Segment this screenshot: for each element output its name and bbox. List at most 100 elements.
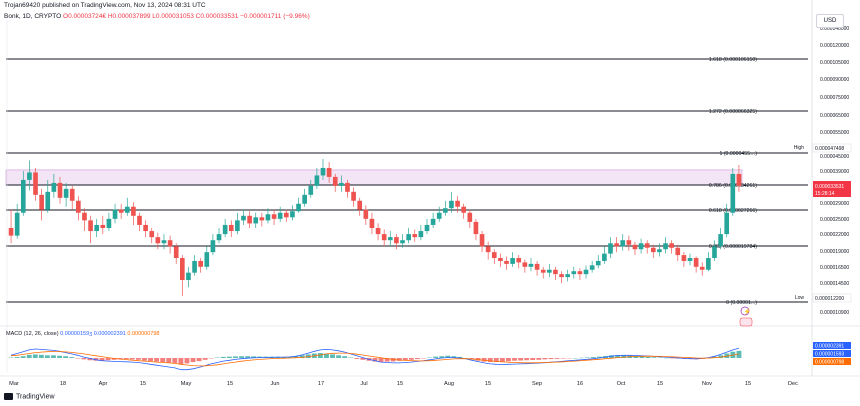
x-tick-label: 15: [140, 381, 146, 387]
x-tick-label: 16: [577, 381, 583, 387]
candle: [712, 246, 717, 259]
ohlc-values: O0.00003724€ H0.000037899 L0.000031053 C…: [63, 13, 310, 20]
candle: [400, 240, 405, 244]
currency-button[interactable]: USD: [816, 14, 844, 28]
macd-histogram-bar: [299, 355, 305, 358]
macd-histogram-bar: [336, 355, 342, 358]
macd-histogram-bar: [63, 356, 69, 358]
macd-histogram-bar: [245, 356, 251, 358]
macd-legend-signal: 0.000000798: [127, 331, 160, 337]
candle: [638, 243, 644, 250]
candle: [51, 182, 57, 192]
macd-histogram-bar: [718, 355, 724, 358]
candle: [320, 167, 326, 176]
candle: [650, 247, 656, 253]
candle: [27, 172, 32, 180]
candle: [192, 260, 197, 273]
candle: [265, 214, 271, 221]
x-tick-label: Mar: [9, 381, 19, 387]
candle: [473, 221, 479, 235]
candle: [326, 167, 332, 177]
macd-histogram-bar: [45, 355, 50, 358]
candle: [339, 182, 344, 186]
macd-histogram-bar: [354, 358, 360, 359]
candle: [663, 243, 668, 250]
macd-histogram-bar: [51, 355, 56, 358]
candle: [137, 215, 142, 225]
candle: [20, 179, 26, 213]
macd-histogram-bar: [142, 358, 147, 361]
candle: [332, 176, 338, 186]
publisher-line: Trojan69420 published on TradingView.com…: [4, 2, 206, 9]
candle: [149, 231, 155, 238]
macd-histogram-bar: [548, 358, 554, 360]
macd-histogram-bar: [542, 358, 548, 360]
macd-histogram-bar: [439, 356, 445, 358]
x-tick-label: Nov: [702, 381, 712, 387]
macd-histogram-bar: [554, 358, 560, 359]
candle: [657, 249, 662, 253]
y-tick-label: 0.000019000: [820, 249, 849, 255]
macd-histogram-bar: [26, 354, 32, 358]
y-tick-label: 0.000016500: [820, 265, 849, 271]
candle: [45, 191, 51, 210]
macd-histogram-bar: [160, 358, 166, 363]
symbol-line: Bonk, 1D, CRYPTO O0.00003724€ H0.0000378…: [4, 13, 310, 20]
candle: [467, 212, 473, 222]
low-label: Low: [795, 295, 805, 301]
candle: [277, 212, 283, 219]
macd-histogram-bar: [148, 358, 153, 362]
macd-histogram-bar: [396, 358, 402, 361]
fib-label: 1.618 (0.00010615​0): [709, 57, 757, 63]
y-tick-label: 0.000120000: [820, 43, 849, 49]
candle: [595, 260, 601, 266]
candle: [491, 252, 497, 259]
candle: [430, 218, 436, 225]
macd-histogram-bar: [433, 356, 439, 358]
candle: [100, 224, 106, 228]
candle: [510, 258, 515, 264]
tradingview-footer[interactable]: TradingView: [4, 393, 55, 400]
candle: [302, 194, 307, 204]
macd-line: [10, 347, 740, 371]
candle: [290, 211, 295, 218]
y-tick-label: 0.000025000: [820, 217, 849, 223]
macd-histogram-bar: [451, 356, 457, 358]
symbol-label: Bonk, 1D, CRYPTO: [4, 13, 62, 20]
candle: [222, 224, 228, 235]
candle: [106, 218, 112, 228]
macd-badge: [813, 342, 851, 349]
candle: [436, 212, 442, 219]
candle: [485, 246, 491, 253]
candle: [455, 200, 460, 207]
macd-histogram-bar: [14, 357, 20, 358]
macd-histogram-bar: [287, 356, 293, 358]
macd-histogram-bar: [123, 358, 129, 360]
candle: [381, 234, 387, 241]
candle: [259, 217, 265, 221]
candle: [14, 212, 20, 236]
candle: [69, 188, 75, 201]
candle: [369, 218, 375, 228]
x-tick-label: 17: [318, 381, 324, 387]
macd-histogram-bar: [20, 356, 26, 358]
candle: [351, 191, 356, 201]
candle: [504, 260, 509, 264]
macd-histogram-bar: [384, 358, 390, 362]
candle: [626, 240, 632, 245]
macd-badge-value: 0.000000798: [815, 360, 844, 366]
high-value: 0.000047498: [815, 146, 844, 152]
macd-histogram-bar: [305, 354, 311, 358]
signal-line: [10, 351, 740, 367]
macd-histogram-bar: [487, 358, 493, 363]
macd-histogram-bar: [639, 356, 645, 358]
macd-histogram-bar: [178, 358, 184, 365]
macd-histogram-bar: [111, 358, 117, 360]
candle: [296, 203, 301, 212]
candle: [718, 234, 723, 247]
candle: [57, 182, 63, 198]
macd-histogram-bar: [251, 356, 257, 358]
candle: [602, 253, 607, 261]
candle: [522, 262, 528, 267]
